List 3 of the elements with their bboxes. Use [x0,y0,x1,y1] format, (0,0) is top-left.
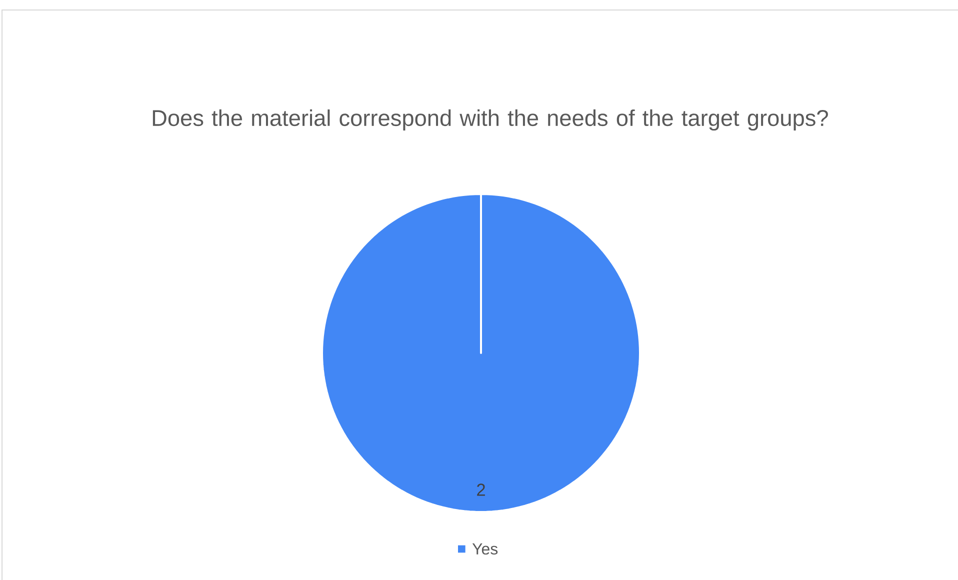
chart-title: Does the material correspond with the needs of the target groups? [152,109,828,131]
data-label: 2 [477,484,485,496]
legend-label: Yes [472,543,498,555]
